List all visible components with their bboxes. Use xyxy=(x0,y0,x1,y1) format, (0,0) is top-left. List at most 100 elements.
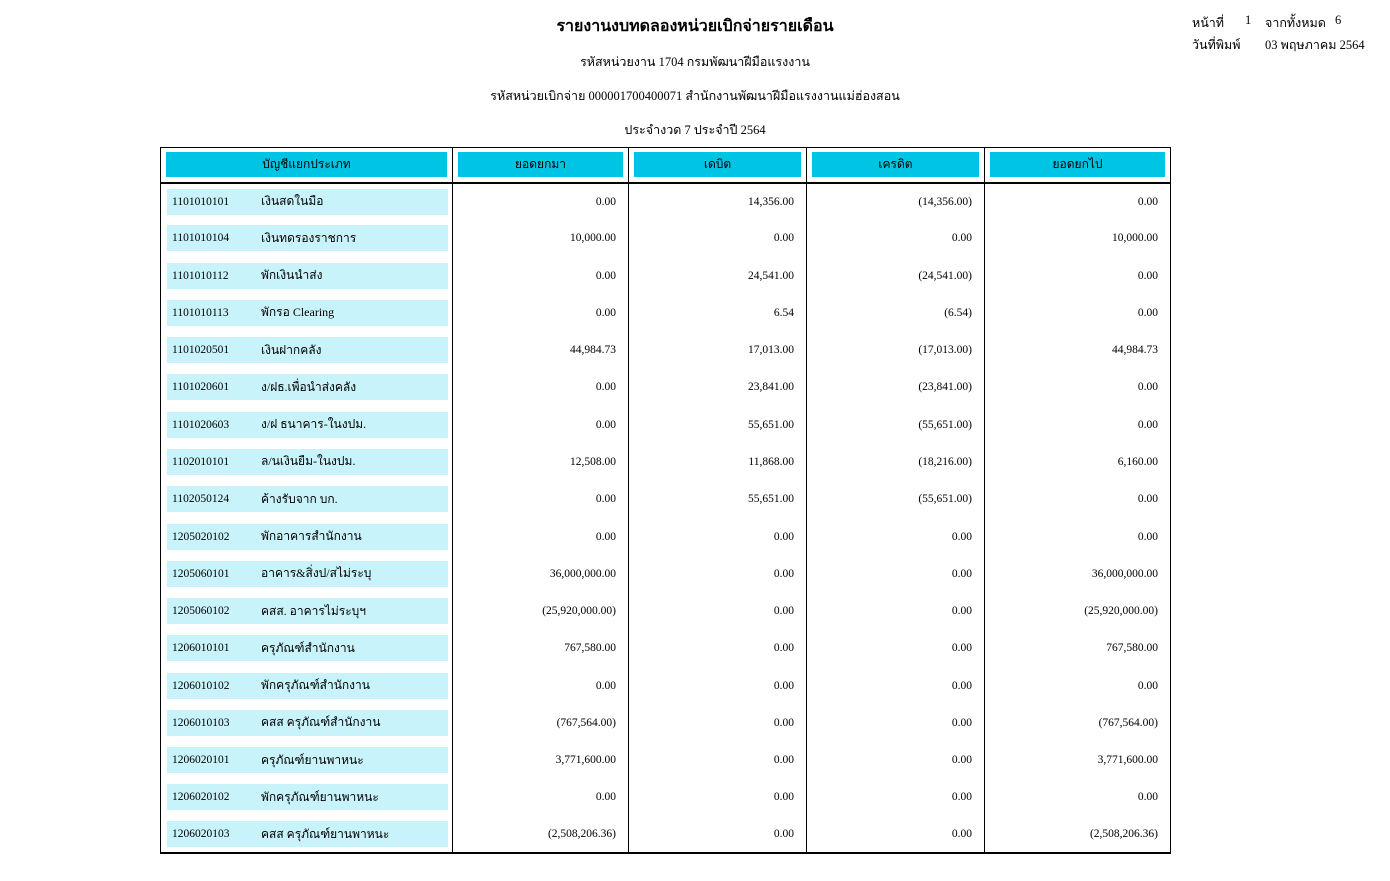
credit-cell: 0.00 xyxy=(806,816,985,854)
account-name: อาคาร&สิ่งป/สไม่ระบุ xyxy=(261,566,372,581)
table-row: 1205020102 พักอาคารสำนักงาน 0.00 0.00 0.… xyxy=(161,517,1171,556)
debit-cell: 0.00 xyxy=(628,741,807,779)
account-code: 1206010102 xyxy=(172,679,230,692)
opening-balance-cell: 0.00 xyxy=(452,406,629,444)
account-name: คสส. อาคารไม่ระบุฯ xyxy=(261,603,367,618)
account-label-band: 1206020101 ครุภัณฑ์ยานพาหนะ xyxy=(167,747,448,774)
page-info-block: หน้าที่ 1 จากทั้งหมด 6 วันที่พิมพ์ 03 พฤ… xyxy=(1192,13,1367,57)
account-name: ครุภัณฑ์ยานพาหนะ xyxy=(261,752,364,767)
table-row: 1206010102 พักครุภัณฑ์สำนักงาน 0.00 0.00… xyxy=(161,666,1171,705)
table-row: 1102050124 ค้างรับจาก บก. 0.00 55,651.00… xyxy=(161,480,1171,518)
debit-cell: 0.00 xyxy=(628,629,807,667)
account-name: เงินทดรองราชการ xyxy=(261,230,357,245)
account-name: เงินสดในมือ xyxy=(261,194,324,209)
account-cell: 1206020101 ครุภัณฑ์ยานพาหนะ xyxy=(161,741,453,778)
account-label-band: 1101020601 ง/ฝธ.เพื่อนำส่งคลัง xyxy=(167,374,448,401)
opening-balance-cell: 0.00 xyxy=(452,517,629,556)
credit-cell: (17,013.00) xyxy=(806,331,985,369)
document-header: รายงานงบทดลองหน่วยเบิกจ่ายรายเดือน รหัสห… xyxy=(0,0,1390,140)
credit-cell: 0.00 xyxy=(806,219,985,258)
credit-cell: (23,841.00) xyxy=(806,368,985,407)
closing-balance-cell: (2,508,206.36) xyxy=(984,816,1171,854)
account-cell: 1101010113 พักรอ Clearing xyxy=(161,294,453,331)
table-row: 1101010101 เงินสดในมือ 0.00 14,356.00 (1… xyxy=(161,182,1171,220)
opening-balance-cell: 0.00 xyxy=(452,778,629,817)
closing-balance-cell: 0.00 xyxy=(984,666,1171,705)
column-header-opening: ยอดยกมา xyxy=(458,152,623,178)
account-cell: 1206020102 พักครุภัณฑ์ยานพาหนะ xyxy=(161,779,453,816)
closing-balance-cell: 0.00 xyxy=(984,294,1171,332)
account-cell: 1102050124 ค้างรับจาก บก. xyxy=(161,481,453,518)
opening-balance-cell: 0.00 xyxy=(452,257,629,295)
total-pages-value: 6 xyxy=(1335,13,1342,27)
closing-balance-cell: 0.00 xyxy=(984,182,1171,220)
account-name: พักครุภัณฑ์ยานพาหนะ xyxy=(261,789,379,804)
closing-balance-cell: 3,771,600.00 xyxy=(984,741,1171,779)
closing-balance-cell: 44,984.73 xyxy=(984,331,1171,369)
column-header-account: บัญชีแยกประเภท xyxy=(166,152,447,178)
closing-balance-cell: 0.00 xyxy=(984,778,1171,817)
credit-cell: 0.00 xyxy=(806,741,985,779)
account-code: 1206020102 xyxy=(172,791,230,804)
account-label-band: 1206020102 พักครุภัณฑ์ยานพาหนะ xyxy=(167,784,448,811)
account-code: 1101010104 xyxy=(172,232,230,245)
account-cell: 1206010103 คสส ครุภัณฑ์สำนักงาน xyxy=(161,704,453,741)
debit-cell: 0.00 xyxy=(628,517,807,556)
opening-balance-cell: (25,920,000.00) xyxy=(452,592,629,630)
page-number-value: 1 xyxy=(1245,13,1252,27)
credit-cell: (55,651.00) xyxy=(806,406,985,444)
table-row: 1206020103 คสส ครุภัณฑ์ยานพาหนะ (2,508,2… xyxy=(161,816,1171,854)
account-code: 1206020101 xyxy=(172,754,230,767)
account-cell: 1206010102 พักครุภัณฑ์สำนักงาน xyxy=(161,667,453,704)
opening-balance-cell: 0.00 xyxy=(452,294,629,332)
closing-balance-cell: 0.00 xyxy=(984,406,1171,444)
account-cell: 1206020103 คสส ครุภัณฑ์ยานพาหนะ xyxy=(161,816,453,853)
table-row: 1101020603 ง/ฝ ธนาคาร-ในงปม. 0.00 55,651… xyxy=(161,406,1171,444)
table-row: 1206010103 คสส ครุภัณฑ์สำนักงาน (767,564… xyxy=(161,704,1171,742)
closing-balance-cell: 10,000.00 xyxy=(984,219,1171,258)
table-row: 1206010101 ครุภัณฑ์สำนักงาน 767,580.00 0… xyxy=(161,629,1171,667)
debit-cell: 14,356.00 xyxy=(628,182,807,220)
debit-cell: 23,841.00 xyxy=(628,368,807,407)
credit-cell: 0.00 xyxy=(806,592,985,630)
opening-balance-cell: 3,771,600.00 xyxy=(452,741,629,779)
table-row: 1102010101 ล/นเงินยืม-ในงปม. 12,508.00 1… xyxy=(161,443,1171,481)
credit-cell: (24,541.00) xyxy=(806,257,985,295)
opening-balance-cell: (767,564.00) xyxy=(452,704,629,742)
account-label-band: 1206010102 พักครุภัณฑ์สำนักงาน xyxy=(167,672,448,699)
opening-balance-cell: 0.00 xyxy=(452,480,629,518)
page-number-label: หน้าที่ xyxy=(1192,16,1225,30)
account-cell: 1205060102 คสส. อาคารไม่ระบุฯ xyxy=(161,592,453,629)
account-name: ง/ฝ ธนาคาร-ในงปม. xyxy=(261,417,367,432)
closing-balance-cell: 36,000,000.00 xyxy=(984,555,1171,593)
account-code: 1101010101 xyxy=(172,195,230,208)
table-row: 1206020101 ครุภัณฑ์ยานพาหนะ 3,771,600.00… xyxy=(161,741,1171,779)
credit-cell: 0.00 xyxy=(806,704,985,742)
closing-balance-cell: 0.00 xyxy=(984,257,1171,295)
credit-cell: (14,356.00) xyxy=(806,182,985,220)
credit-cell: 0.00 xyxy=(806,666,985,705)
account-code: 1206020103 xyxy=(172,828,230,841)
opening-balance-cell: 36,000,000.00 xyxy=(452,555,629,593)
debit-cell: 17,013.00 xyxy=(628,331,807,369)
account-label-band: 1205060101 อาคาร&สิ่งป/สไม่ระบุ xyxy=(167,560,448,587)
page-number-row: หน้าที่ 1 จากทั้งหมด 6 xyxy=(1192,13,1367,35)
account-code: 1101010112 xyxy=(172,269,229,282)
opening-balance-cell: 0.00 xyxy=(452,182,629,220)
unit-line: รหัสหน่วยเบิกจ่าย 000001700400071 สำนักง… xyxy=(490,89,900,103)
opening-balance-cell: 0.00 xyxy=(452,666,629,705)
account-cell: 1205060101 อาคาร&สิ่งป/สไม่ระบุ xyxy=(161,555,453,592)
account-cell: 1101020601 ง/ฝธ.เพื่อนำส่งคลัง xyxy=(161,369,453,406)
closing-balance-cell: 767,580.00 xyxy=(984,629,1171,667)
table-body: 1101010101 เงินสดในมือ 0.00 14,356.00 (1… xyxy=(161,182,1171,854)
account-code: 1205060102 xyxy=(172,605,230,618)
account-label-band: 1101020603 ง/ฝ ธนาคาร-ในงปม. xyxy=(167,411,448,438)
debit-cell: 0.00 xyxy=(628,555,807,593)
table-row: 1205060101 อาคาร&สิ่งป/สไม่ระบุ 36,000,0… xyxy=(161,555,1171,593)
credit-cell: 0.00 xyxy=(806,778,985,817)
account-name: พักอาคารสำนักงาน xyxy=(261,529,362,544)
table-row: 1101020501 เงินฝากคลัง 44,984.73 17,013.… xyxy=(161,331,1171,369)
account-cell: 1101020501 เงินฝากคลัง xyxy=(161,332,453,369)
account-cell: 1101010101 เงินสดในมือ xyxy=(161,183,453,220)
